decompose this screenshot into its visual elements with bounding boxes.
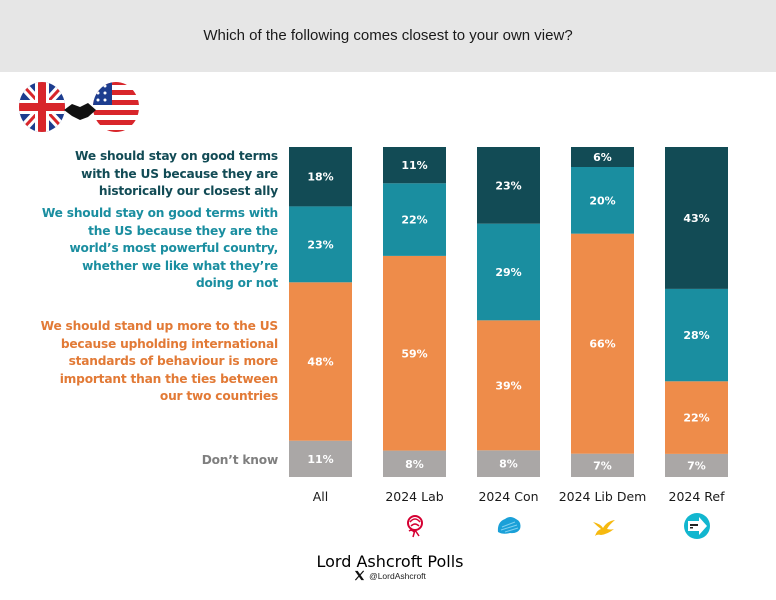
x-tick-label: 2024 Lab: [385, 489, 443, 504]
data-label: 23%: [495, 179, 521, 192]
legend-line: world’s most powerful country,: [69, 241, 278, 256]
legend-most-powerful: We should stay on good terms with the US…: [42, 205, 278, 293]
data-label: 28%: [683, 329, 709, 342]
segment-stand-up: [289, 282, 352, 441]
data-label: 39%: [495, 379, 521, 392]
data-label: 8%: [499, 458, 518, 471]
legend-line: doing or not: [195, 276, 278, 291]
segment-dont-know: [571, 453, 634, 477]
conservative-tree-icon: [497, 517, 521, 534]
reform-arrow-icon: [684, 513, 710, 539]
data-label: 11%: [307, 453, 333, 466]
legend-line: important than the ties between: [59, 371, 278, 386]
legend-line: Don’t know: [201, 453, 278, 467]
segment-stand-up: [571, 233, 634, 454]
segment-closest-ally: [665, 147, 728, 289]
segment-most-powerful: [571, 167, 634, 234]
segment-dont-know: [477, 450, 540, 477]
segment-most-powerful: [383, 183, 446, 256]
segment-closest-ally: [289, 147, 352, 207]
data-label: 22%: [683, 412, 709, 425]
segment-dont-know: [383, 450, 446, 477]
data-label: 6%: [593, 151, 612, 164]
segment-dont-know: [289, 440, 352, 477]
data-label: 66%: [589, 338, 615, 351]
legend-line: with the US because they are: [81, 166, 278, 181]
legend-stand-up: We should stand up more to the US becaus…: [40, 318, 279, 406]
data-label: 43%: [683, 212, 709, 225]
data-label: 7%: [687, 459, 706, 472]
chart-title: Which of the following comes closest to …: [203, 26, 573, 44]
x-handle: @LordAshcroft: [369, 570, 426, 581]
header-band: Which of the following comes closest to …: [0, 0, 776, 72]
legend-closest-ally: We should stay on good terms with the US…: [75, 148, 278, 201]
x-tick-label: 2024 Con: [478, 489, 538, 504]
legend-line: because upholding international: [60, 336, 278, 351]
segment-closest-ally: [383, 147, 446, 184]
data-label: 8%: [405, 458, 424, 471]
segment-most-powerful: [289, 206, 352, 283]
libdem-bird-icon: [593, 520, 615, 536]
data-label: 20%: [589, 194, 615, 207]
data-label: 22%: [401, 214, 427, 227]
data-label: 59%: [401, 347, 427, 360]
legend-line: our two countries: [159, 389, 278, 404]
segment-stand-up: [477, 320, 540, 451]
x-tick-label: All: [313, 489, 329, 504]
segment-stand-up: [665, 381, 728, 454]
data-label: 23%: [307, 238, 333, 251]
brand-name: Lord Ashcroft Polls: [316, 552, 464, 571]
legend-line: the US because they are the: [88, 223, 278, 238]
data-label: 48%: [307, 356, 333, 369]
segment-closest-ally: [571, 147, 634, 167]
x-tick-label: 2024 Lib Dem: [559, 489, 647, 504]
segment-most-powerful: [477, 223, 540, 321]
labour-rose-icon: [407, 515, 423, 538]
legend-line: whether we like what they’re: [82, 258, 278, 273]
data-label: 18%: [307, 171, 333, 184]
segment-closest-ally: [477, 147, 540, 224]
data-label: 29%: [495, 266, 521, 279]
segment-stand-up: [383, 255, 446, 451]
handshake-icon: [64, 103, 96, 120]
uk-us-handshake-icon: [19, 82, 139, 132]
x-tick-label: 2024 Ref: [669, 489, 726, 504]
legend-line: historically our closest ally: [98, 184, 278, 199]
data-label: 11%: [401, 159, 427, 172]
legend-line: We should stay on good terms with: [41, 206, 278, 220]
segment-most-powerful: [665, 288, 728, 382]
legend-line: We should stand up more to the US: [40, 319, 279, 333]
data-label: 7%: [593, 459, 612, 472]
legend-line: We should stay on good terms: [75, 149, 278, 163]
segment-dont-know: [665, 453, 728, 477]
x-logo-icon: [354, 570, 365, 581]
legend-dont-know: Don’t know: [202, 452, 278, 470]
social-handle[interactable]: @LordAshcroft: [300, 570, 480, 581]
legend-line: standards of behaviour is more: [68, 354, 279, 369]
